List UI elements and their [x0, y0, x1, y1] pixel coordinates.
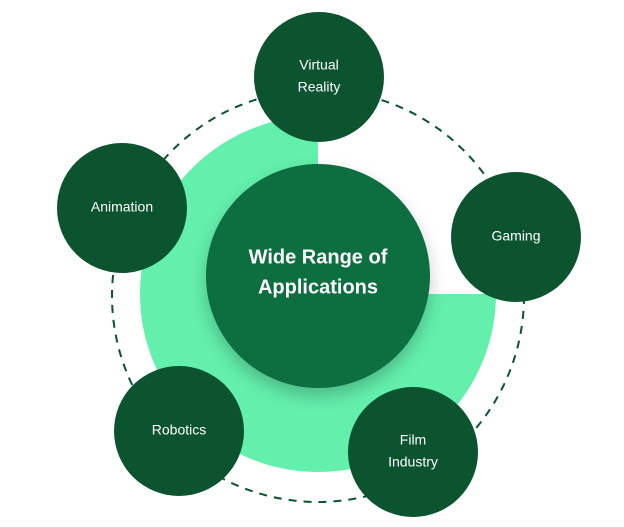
- node-gaming: Gaming: [451, 172, 581, 302]
- node-film-industry-line1: Film: [400, 432, 426, 448]
- node-robotics-label: Robotics: [152, 422, 206, 438]
- center-title-line2: Applications: [258, 276, 378, 298]
- center-hub: Wide Range of Applications: [206, 164, 430, 388]
- node-film-industry: Film Industry: [348, 387, 478, 517]
- node-virtual-reality-line1: Virtual: [299, 57, 338, 73]
- node-animation: Animation: [57, 143, 187, 273]
- node-gaming-label: Gaming: [491, 228, 540, 244]
- node-virtual-reality-line2: Reality: [298, 79, 341, 95]
- center-title-line1: Wide Range of: [249, 246, 388, 268]
- node-animation-label: Animation: [91, 199, 153, 215]
- node-virtual-reality: Virtual Reality: [254, 12, 384, 142]
- node-film-industry-line2: Industry: [388, 454, 438, 470]
- node-robotics: Robotics: [114, 366, 244, 496]
